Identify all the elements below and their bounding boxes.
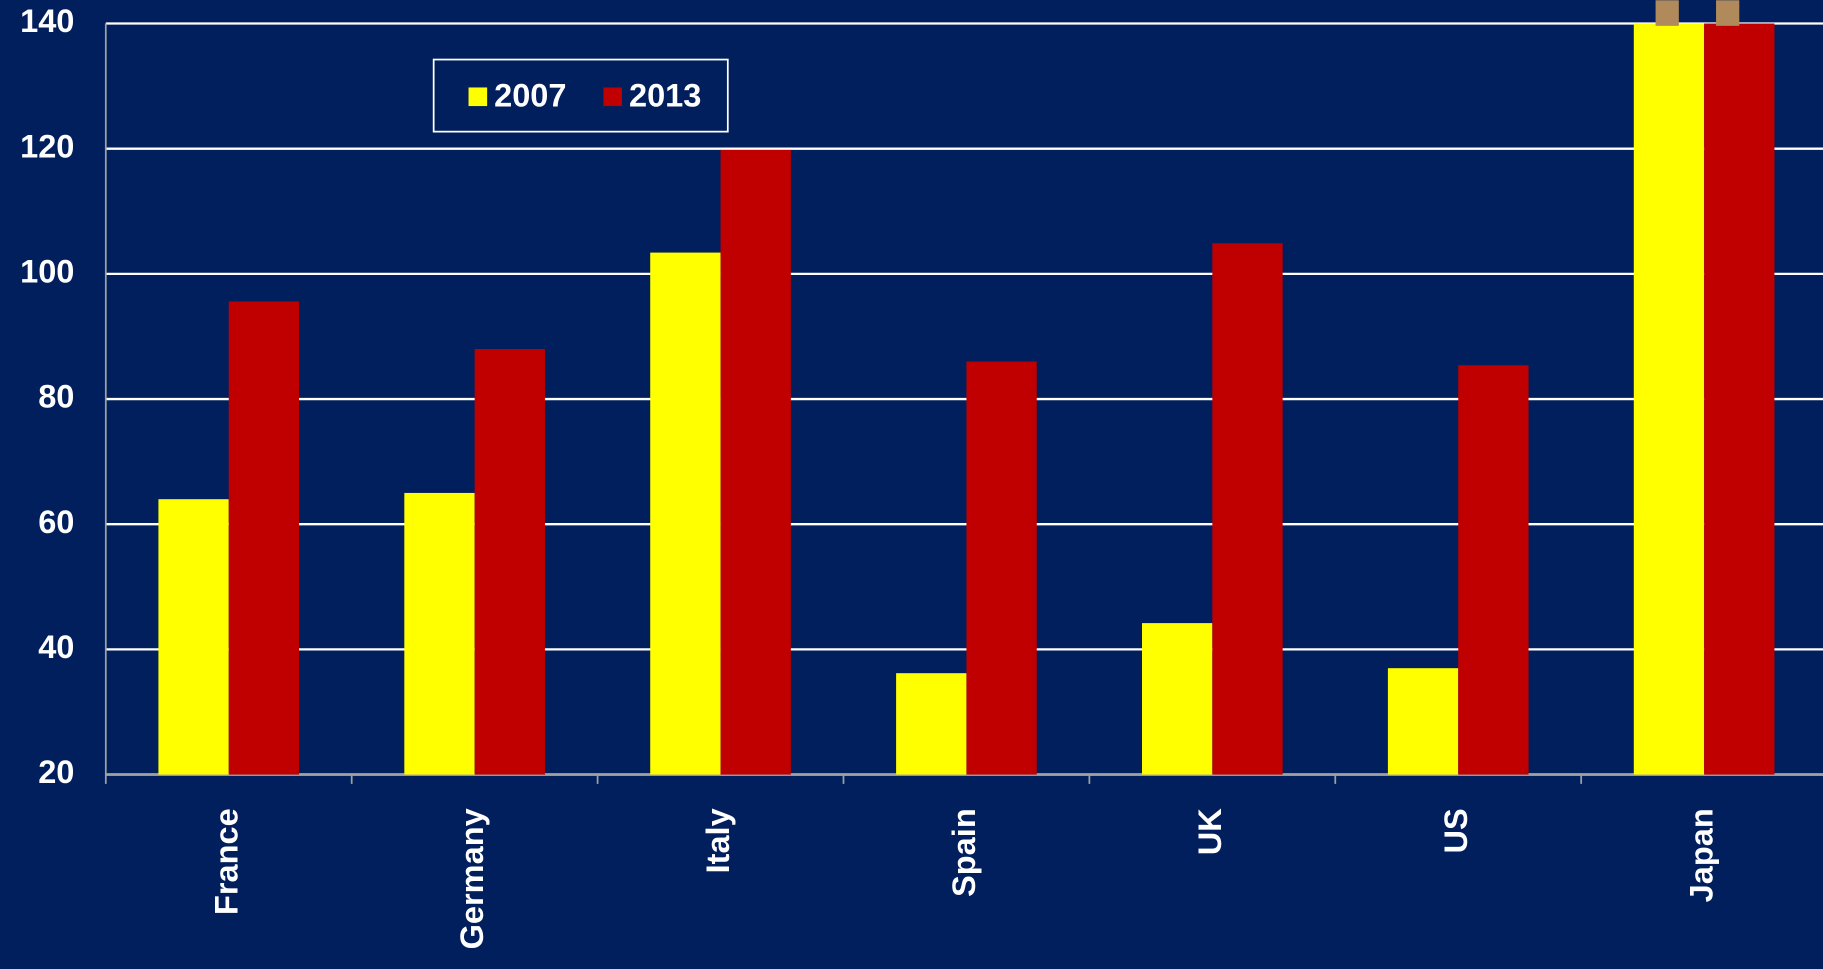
y-tick-label: 100 (20, 253, 74, 289)
bar (1212, 243, 1283, 775)
legend-label: 2007 (494, 78, 566, 114)
y-tick-label: 120 (20, 128, 74, 164)
bar (1387, 668, 1459, 775)
x-tick-label: France (208, 808, 244, 915)
bar (404, 492, 475, 775)
bar (1458, 365, 1529, 775)
y-tick-label: 60 (38, 504, 74, 540)
y-tick-label: 140 (20, 3, 74, 39)
x-tick-label: Spain (946, 808, 982, 897)
x-tick-label: Japan (1684, 808, 1720, 902)
bar (650, 252, 721, 775)
bar (1142, 623, 1213, 775)
break-marker (1655, 0, 1679, 26)
bar (720, 149, 791, 775)
bar (158, 499, 229, 775)
x-tick-label: UK (1192, 808, 1228, 856)
legend-swatch (603, 87, 623, 107)
bar (966, 361, 1037, 775)
break-marker (1716, 0, 1740, 26)
bar (228, 301, 300, 775)
legend-box (432, 58, 729, 133)
x-tick-label: Germany (454, 808, 490, 949)
bar (896, 673, 967, 775)
y-tick-label: 20 (38, 754, 74, 790)
bar (1633, 23, 1705, 775)
bar (1704, 23, 1775, 775)
y-tick-label: 40 (38, 629, 74, 665)
legend-label: 2013 (629, 78, 701, 114)
bar (474, 348, 545, 775)
x-tick-label: Italy (700, 808, 736, 873)
y-tick-label: 80 (38, 379, 74, 415)
legend-swatch (468, 87, 488, 107)
x-tick-label: US (1438, 808, 1474, 853)
